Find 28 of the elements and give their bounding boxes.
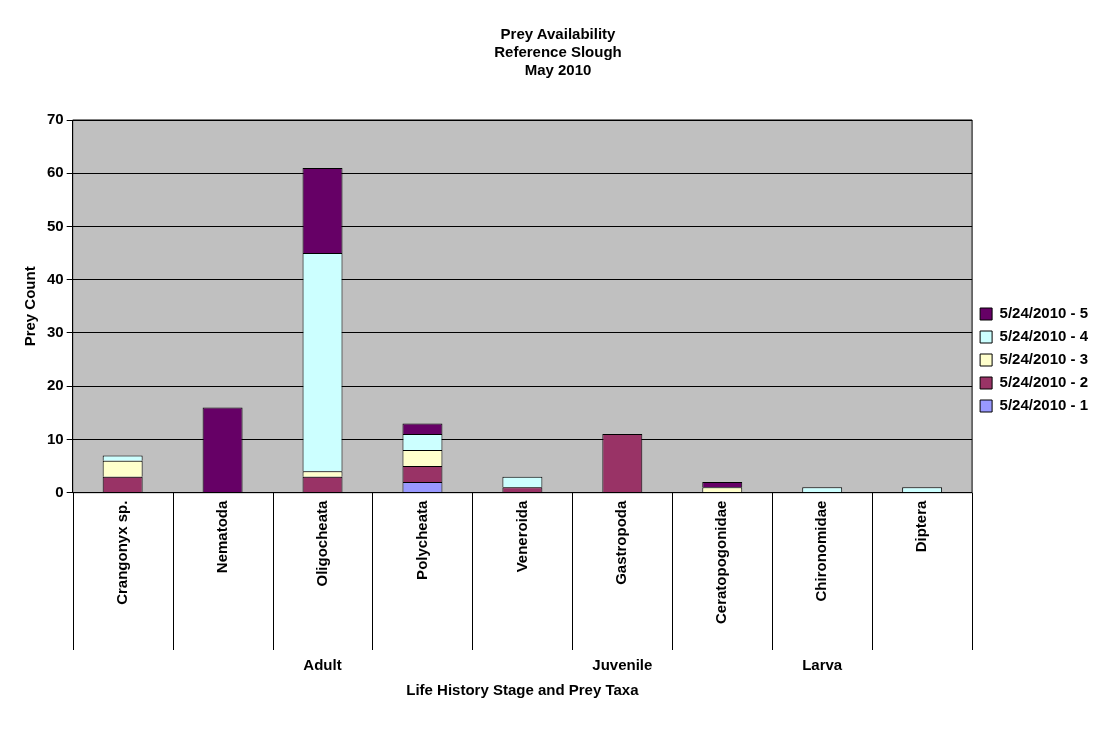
y-tick-label: 30	[47, 323, 64, 341]
x-axis-title: Life History Stage and Prey Taxa	[406, 681, 640, 699]
x-tick-label: Veneroida	[512, 500, 530, 573]
y-tick-label: 50	[47, 216, 64, 234]
text: Juvenile	[592, 656, 653, 674]
y-tick-label: 0	[55, 482, 64, 500]
y-tick-label: 20	[47, 376, 64, 394]
x-tick-label: Diptera	[912, 500, 930, 553]
text: Larva	[802, 656, 843, 674]
x-tick-label: Gastropoda	[612, 500, 630, 585]
x-tick-label: Ceratopogonidae	[712, 500, 730, 624]
text: Adult	[303, 656, 342, 674]
legend-label: 5/24/2010 - 4	[999, 327, 1089, 345]
legend-label: 5/24/2010 - 5	[999, 304, 1088, 322]
x-tick-label: Chironomidae	[812, 500, 830, 602]
legend-label: 5/24/2010 - 2	[999, 373, 1088, 391]
chart-title: Prey Availability Reference Slough May 2010	[494, 25, 622, 79]
y-tick-label: 40	[47, 269, 64, 287]
x-tick-label: Crangonyx sp.	[112, 500, 130, 605]
x-tick-label: Oligocheata	[312, 500, 330, 587]
y-axis-title: Prey Count	[21, 266, 39, 347]
x-tick-label: Polycheata	[412, 500, 430, 580]
y-tick-label: 10	[47, 429, 64, 447]
y-tick-label: 70	[47, 110, 64, 128]
x-tick-label: Nematoda	[212, 500, 230, 574]
legend-label: 5/24/2010 - 1	[999, 396, 1088, 414]
legend-label: 5/24/2010 - 3	[999, 350, 1088, 368]
y-tick-label: 60	[47, 163, 64, 181]
